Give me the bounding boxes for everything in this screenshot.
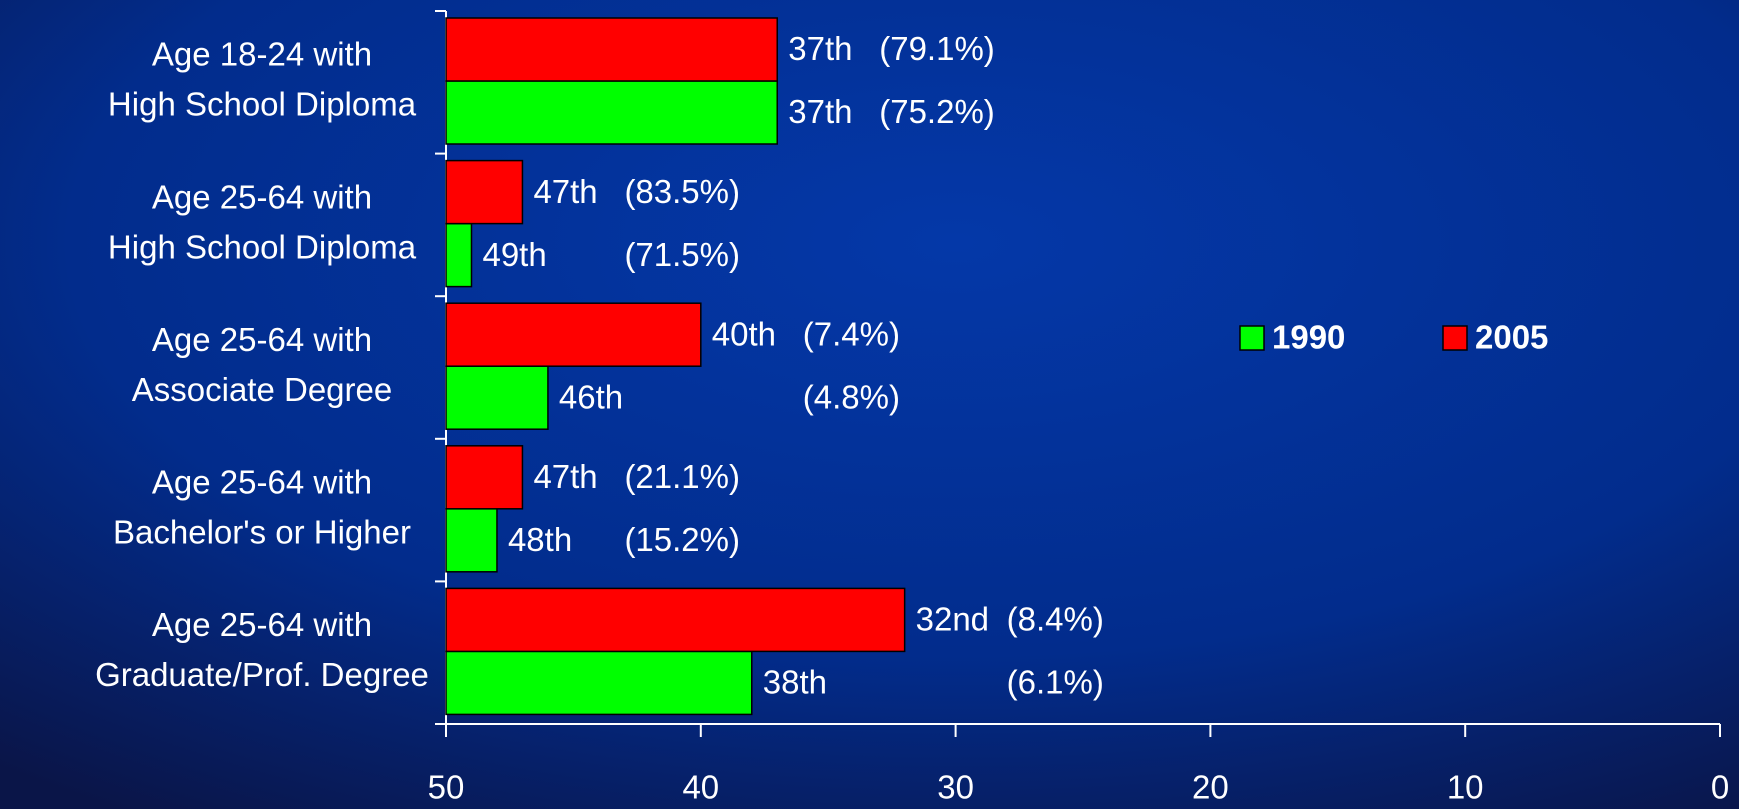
percent-label: (8.4%) (1007, 601, 1104, 638)
category-label: High School Diploma (108, 228, 417, 265)
percent-label: (6.1%) (1007, 664, 1104, 701)
category-label: Age 25-64 with (152, 321, 372, 358)
percent-label: (71.5%) (624, 236, 740, 273)
x-tick-label: 40 (682, 769, 719, 806)
bar (445, 159, 524, 225)
bar (445, 302, 702, 367)
bar (445, 587, 906, 653)
category-label: Age 25-64 with (152, 178, 372, 215)
category-label: Age 25-64 with (152, 606, 372, 643)
percent-label: (83.5%) (624, 173, 740, 210)
category-label: Age 18-24 with (152, 36, 372, 73)
x-tick-label: 30 (937, 769, 974, 806)
category-label: Associate Degree (132, 371, 392, 408)
legend-label: 2005 (1475, 319, 1548, 356)
x-tick-label: 20 (1192, 769, 1229, 806)
x-tick-label: 0 (1711, 769, 1729, 806)
bar (445, 80, 778, 145)
bar (445, 365, 549, 430)
value-label: 46th (559, 378, 623, 415)
category-label: Bachelor's or Higher (113, 514, 411, 551)
value-label: 49th (482, 236, 546, 273)
legend-label: 1990 (1272, 319, 1345, 356)
percent-label: (4.8%) (803, 378, 900, 415)
legend-swatch (1442, 325, 1468, 351)
bar (445, 650, 753, 716)
value-label: 32nd (916, 601, 989, 638)
percent-label: (7.4%) (803, 315, 900, 352)
x-tick-label: 50 (428, 769, 465, 806)
value-label: 38th (763, 664, 827, 701)
bar (445, 17, 778, 82)
category-label: Graduate/Prof. Degree (95, 656, 429, 693)
bar (445, 445, 524, 510)
category-label: Age 25-64 with (152, 464, 372, 501)
value-label: 48th (508, 521, 572, 558)
value-label: 37th (788, 30, 852, 67)
percent-label: (15.2%) (624, 521, 740, 558)
percent-label: (79.1%) (879, 30, 995, 67)
category-label: High School Diploma (108, 86, 417, 123)
percent-label: (75.2%) (879, 93, 995, 130)
bar (445, 508, 498, 573)
value-label: 37th (788, 93, 852, 130)
value-label: 47th (533, 173, 597, 210)
value-label: 40th (712, 315, 776, 352)
bar (445, 222, 473, 288)
legend-swatch (1239, 325, 1265, 351)
x-tick-label: 10 (1447, 769, 1484, 806)
percent-label: (21.1%) (624, 458, 740, 495)
value-label: 47th (533, 458, 597, 495)
